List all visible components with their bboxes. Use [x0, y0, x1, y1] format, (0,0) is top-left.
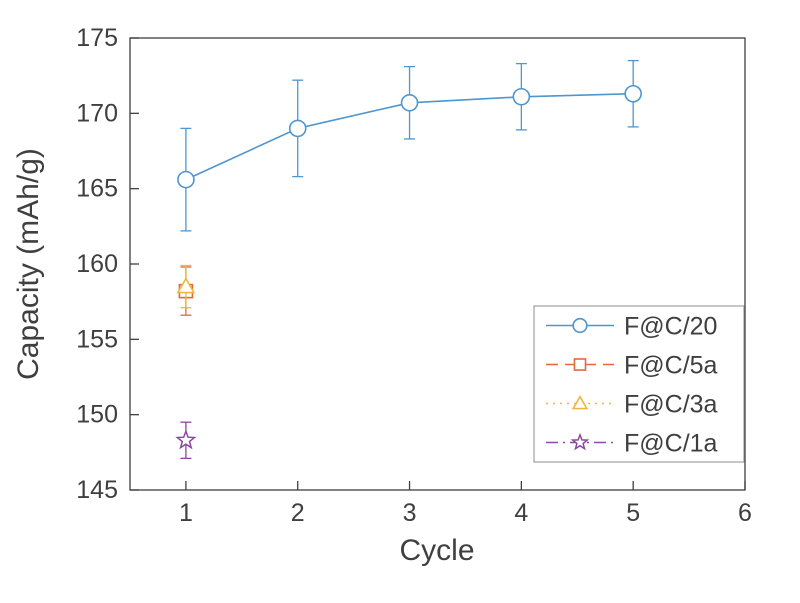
- x-tick-label: 6: [738, 499, 752, 527]
- circle-marker: [512, 87, 531, 106]
- y-tick-label: 170: [76, 99, 118, 127]
- circle-marker: [177, 170, 195, 189]
- x-axis-label: Cycle: [399, 534, 474, 567]
- y-tick-label: 165: [76, 175, 118, 203]
- x-tick-label: 5: [626, 499, 640, 527]
- y-tick-label: 145: [76, 476, 118, 504]
- circle-marker: [400, 93, 419, 112]
- circle-marker: [624, 84, 642, 103]
- legend-box: [533, 305, 745, 463]
- y-tick-label: 175: [76, 24, 118, 52]
- star-marker: [175, 429, 197, 450]
- legend-label: F@C/3a: [624, 391, 718, 419]
- circle-marker: [572, 317, 588, 334]
- x-tick-label: 4: [514, 499, 528, 527]
- y-tick-label: 160: [76, 250, 118, 278]
- y-axis-label: Capacity (mAh/g): [12, 148, 45, 380]
- y-tick-label: 155: [76, 325, 118, 353]
- x-tick-label: 3: [403, 499, 417, 527]
- square-marker: [573, 358, 587, 371]
- legend-label: F@C/1a: [624, 430, 718, 458]
- triangle-marker: [176, 276, 196, 294]
- x-tick-label: 1: [179, 499, 193, 527]
- legend-label: F@C/20: [624, 313, 717, 341]
- star-marker: [570, 432, 590, 451]
- legend-label: F@C/5a: [624, 352, 718, 380]
- triangle-marker: [571, 395, 589, 410]
- y-tick-label: 150: [76, 401, 118, 429]
- x-tick-label: 2: [291, 499, 305, 527]
- circle-marker: [288, 119, 307, 138]
- chart-plot-area: 1 2 3 4 5 6 145 150 155 160 165 170 175 F@C/20 F@C/5a F…: [76, 24, 752, 527]
